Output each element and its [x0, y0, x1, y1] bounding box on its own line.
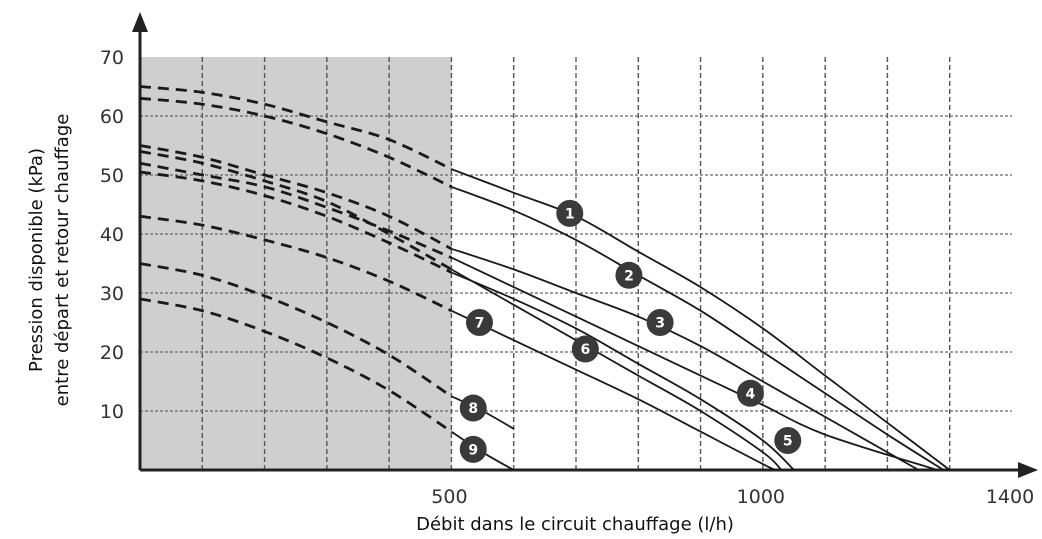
- curve-7-solid: [451, 309, 776, 471]
- curve-marker-label-9: 9: [468, 442, 478, 458]
- curve-5-dashed: [139, 170, 453, 274]
- curve-7-dashed: [139, 214, 452, 312]
- x-tick-label: 1000: [737, 486, 785, 508]
- markers-layer: 1 2 3 4 5 6 7 8 9: [459, 199, 802, 463]
- x-axis-arrow: [1018, 462, 1038, 478]
- curve-9-dashed: [139, 297, 453, 433]
- curve-2-solid: [451, 185, 944, 471]
- y-tick-label: 50: [100, 165, 124, 187]
- curve-marker-5: [774, 427, 802, 454]
- curve-marker-label-3: 3: [655, 316, 665, 332]
- x-tick-label: 1400: [986, 486, 1034, 508]
- curve-marker-9: [459, 435, 487, 463]
- curve-marker-3: [646, 309, 674, 336]
- curve-marker-label-2: 2: [624, 268, 634, 284]
- y-tick-label: 30: [100, 283, 124, 305]
- y-axis-title-line-2: entre départ et retour chauffage: [52, 114, 73, 407]
- curve-6-dashed: [139, 150, 453, 271]
- axes-layer: [132, 12, 1038, 478]
- x-tick-label: 500: [431, 486, 467, 508]
- shaded-region: [140, 57, 452, 470]
- curve-5-solid: [451, 271, 795, 471]
- y-tick-label: 70: [100, 47, 124, 69]
- y-axis-arrow: [132, 12, 148, 32]
- curve-marker-label-6: 6: [580, 342, 590, 358]
- curve-6-solid: [450, 268, 783, 471]
- curve-1-solid: [451, 168, 951, 471]
- y-tick-label: 20: [100, 342, 124, 364]
- curve-marker-label-8: 8: [468, 401, 478, 417]
- y-tick-label: 40: [100, 224, 124, 246]
- y-tick-label: 10: [100, 401, 124, 423]
- curve-marker-label-7: 7: [475, 316, 485, 332]
- curve-marker-4: [736, 379, 764, 407]
- curve-marker-1: [556, 199, 584, 227]
- curve-marker-label-1: 1: [565, 206, 575, 222]
- curve-3-dashed: [139, 144, 453, 251]
- y-axis-title-line-1: Pression disponible (kPa): [26, 148, 47, 372]
- shaded-region-layer: [140, 57, 452, 470]
- x-axis-title: Débit dans le circuit chauffage (l/h): [416, 514, 734, 535]
- curve-marker-label-5: 5: [783, 434, 793, 450]
- curve-4-solid: [451, 256, 938, 471]
- curve-2-dashed: [139, 96, 452, 189]
- y-tick-label: 60: [100, 106, 124, 128]
- curve-8-dashed: [139, 262, 453, 398]
- curve-marker-6: [571, 335, 599, 363]
- curve-1-dashed: [139, 85, 452, 171]
- curve-marker-7: [465, 309, 493, 336]
- curve-3-solid: [451, 247, 920, 471]
- curve-marker-label-4: 4: [746, 386, 756, 402]
- curve-marker-8: [459, 394, 487, 422]
- tick-labels-layer: 10 20 30 40 50 60 70 500 1000 1400: [100, 47, 1034, 508]
- series-layer: [139, 85, 951, 471]
- curve-marker-2: [615, 261, 643, 289]
- curve-4-dashed: [139, 161, 452, 259]
